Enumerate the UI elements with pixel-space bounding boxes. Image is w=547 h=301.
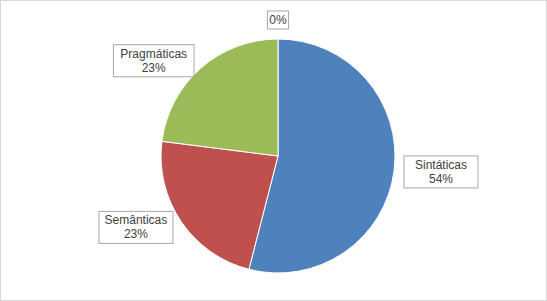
svg-text:23%: 23% xyxy=(124,227,148,241)
svg-text:54%: 54% xyxy=(429,172,453,186)
svg-text:Pragmáticas: Pragmáticas xyxy=(120,47,187,61)
svg-text:23%: 23% xyxy=(142,61,166,75)
svg-text:0%: 0% xyxy=(269,13,287,27)
svg-text:Sintáticas: Sintáticas xyxy=(415,158,467,172)
svg-text:Semânticas: Semânticas xyxy=(105,213,168,227)
